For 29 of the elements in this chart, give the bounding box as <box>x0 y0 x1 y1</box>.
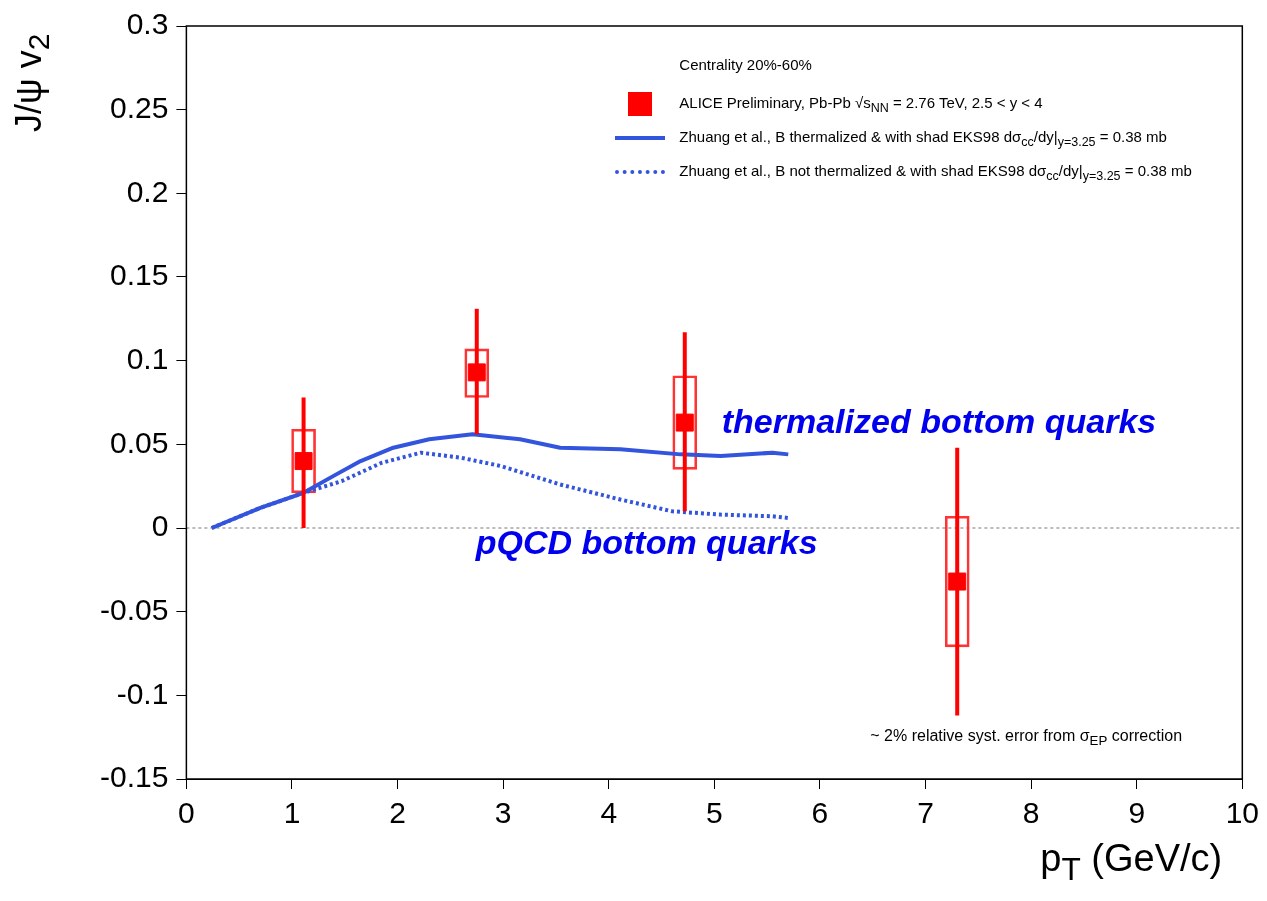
annotation: thermalized bottom quarks <box>721 401 1157 440</box>
legend-label: Zhuang et al., B thermalized & with shad EKS98 dσ$_{cc}$/dy|$_{y=3.25}$ = 0.38 mb <box>679 127 1167 149</box>
y-tick-label: 0.2 <box>126 174 169 208</box>
legend-label: Zhuang et al., B not thermalized & with shad EKS98 dσ$_{cc}$/dy|$_{y=3.25}$ = 0.38 mb <box>679 161 1192 183</box>
y-tick-label: 0.15 <box>109 258 169 292</box>
y-tick-label: 0.05 <box>109 425 169 459</box>
y-tick-label: 0.1 <box>126 341 169 375</box>
x-tick-label: 9 <box>1128 796 1146 830</box>
x-tick-label: 1 <box>283 796 301 830</box>
y-tick-label: -0.1 <box>116 676 169 710</box>
legend-title: Centrality 20%-60% <box>679 56 813 73</box>
annotation: pQCD bottom quarks <box>474 523 818 562</box>
y-tick-label: 0 <box>151 509 169 543</box>
x-axis-title: p$_{T}$ (GeV/c) <box>1040 837 1223 888</box>
legend-label: ALICE Preliminary, Pb-Pb √s$_{NN}$ = 2.76 TeV, 2.5 < y < 4 <box>679 93 1043 115</box>
y-tick-label: 0.25 <box>109 90 169 124</box>
x-tick-label: 7 <box>917 796 934 830</box>
x-tick-label: 8 <box>1022 796 1040 830</box>
x-tick-label: 2 <box>389 796 406 830</box>
x-tick-label: 0 <box>178 796 195 830</box>
x-tick-label: 5 <box>706 796 723 830</box>
y-tick-label: 0.3 <box>126 7 169 41</box>
x-tick-label: 3 <box>494 796 512 830</box>
annotation: ~ 2% relative syst. error from σ$_{EP}$ correction <box>870 727 1183 749</box>
y-tick-label: -0.05 <box>99 592 169 626</box>
x-tick-label: 6 <box>811 796 829 830</box>
y-tick-label: -0.15 <box>99 760 169 794</box>
x-tick-label: 4 <box>600 796 618 830</box>
x-tick-label: 10 <box>1225 796 1259 830</box>
